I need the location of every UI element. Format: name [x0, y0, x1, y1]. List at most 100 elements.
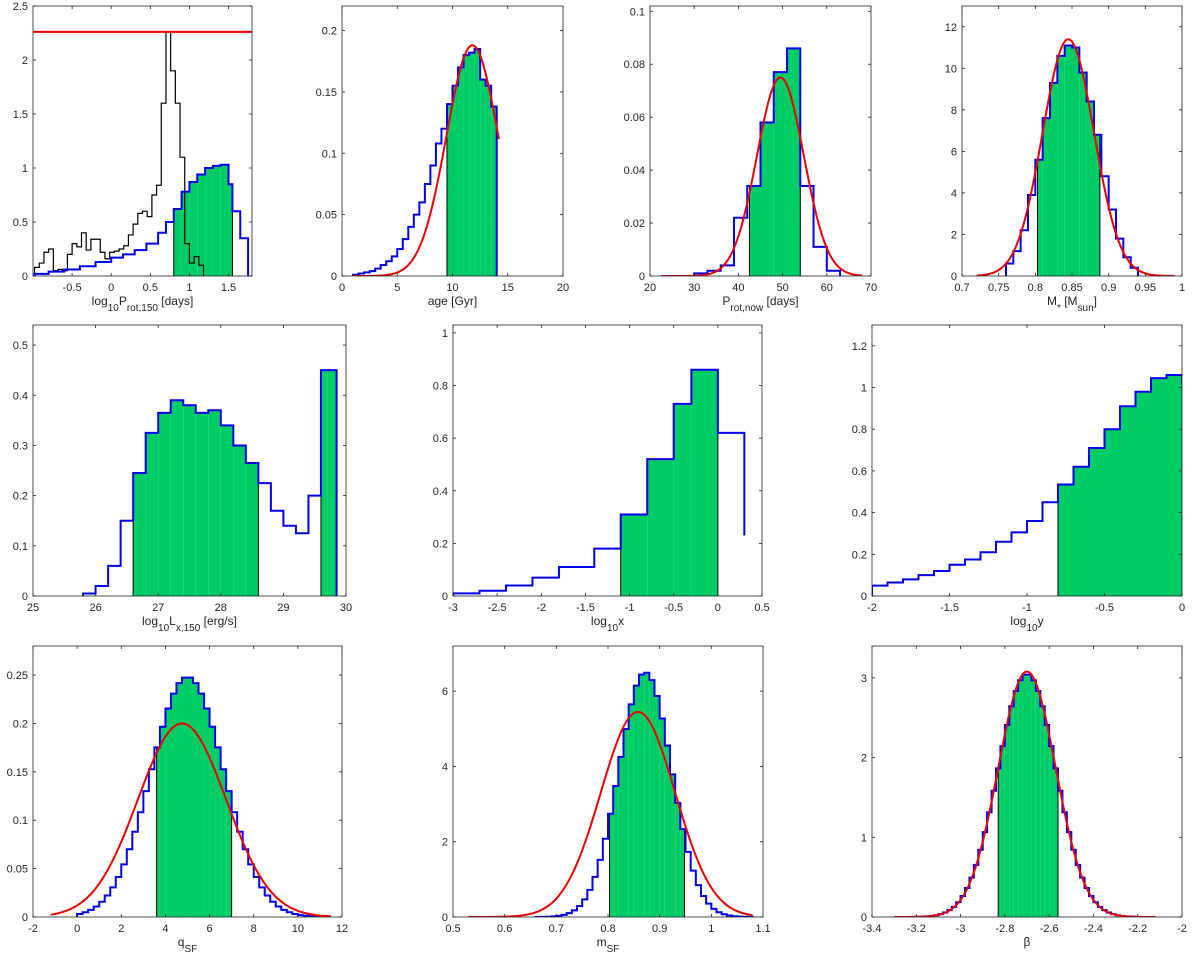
credible-interval-bar [1058, 484, 1074, 596]
x-tick-label: 0 [715, 602, 721, 614]
y-tick-label: 3 [861, 673, 867, 685]
y-tick-label: 0 [22, 912, 28, 924]
x-tick-label: 25 [27, 602, 39, 614]
x-tick-label: 20 [644, 282, 656, 294]
y-tick-label: 0.02 [624, 218, 645, 230]
y-tick-label: 6 [951, 146, 957, 158]
x-tick-label: 70 [865, 282, 877, 294]
y-tick-label: 0.2 [13, 491, 28, 503]
credible-interval-bar [675, 802, 681, 917]
credible-interval-bar [220, 164, 229, 276]
credible-interval-bar [212, 165, 221, 276]
axes-box [32, 5, 253, 277]
plot-area [33, 30, 252, 276]
credible-interval-bar [204, 708, 210, 917]
x-tick-label: 26 [89, 602, 101, 614]
y-tick-label: 0 [951, 271, 957, 283]
x-axis-label: M* [Msun] [1047, 294, 1097, 314]
y-tick-label: 0 [442, 591, 448, 603]
y-tick-label: 0.2 [852, 549, 867, 561]
credible-interval-bar [1031, 680, 1036, 917]
y-tick-label: 0 [861, 591, 867, 603]
credible-interval-bar [170, 400, 184, 596]
posterior-histogram [33, 163, 250, 276]
x-tick-label: 0.7 [954, 282, 969, 294]
x-tick-label: 6 [207, 923, 213, 935]
x-tick-label: 0 [339, 282, 345, 294]
credible-interval-bar [1072, 47, 1080, 276]
credible-interval-bar [998, 768, 1001, 917]
credible-interval-bar [1049, 746, 1054, 917]
credible-interval-bar [647, 459, 674, 596]
y-tick-label: 0.1 [322, 148, 337, 160]
credible-interval-bar [181, 677, 188, 917]
credible-interval-bar [226, 791, 232, 917]
gaussian-fit-line [50, 722, 332, 917]
credible-interval-bar [1042, 118, 1050, 276]
x-tick-label: -3.2 [907, 923, 926, 935]
credible-interval-bar [187, 677, 194, 917]
credible-interval-bar [659, 718, 665, 917]
credible-interval-bar [469, 52, 475, 276]
y-tick-label: 0.04 [624, 165, 645, 177]
credible-interval-bar [195, 412, 209, 596]
credible-interval-bar [649, 680, 655, 917]
x-tick-label: -2.2 [1128, 923, 1147, 935]
x-tick-label: 0 [108, 282, 114, 294]
y-tick-label: 0.4 [852, 508, 867, 520]
x-tick-label: 5 [394, 282, 400, 294]
y-tick-label: 1.5 [13, 109, 28, 121]
x-tick-label: -1.5 [940, 602, 959, 614]
y-tick-label: 0.05 [7, 864, 28, 876]
plot-area [872, 374, 1182, 596]
credible-interval-bar [145, 432, 159, 596]
credible-interval-bar [691, 369, 718, 596]
axes-box [452, 324, 763, 597]
y-tick-label: 0.8 [433, 381, 448, 393]
axes-box [649, 5, 872, 277]
x-tick-label: 28 [215, 602, 227, 614]
x-tick-label: 2 [118, 923, 124, 935]
subplot-p10: -3.4 -3.2 -3 -2.8 -2.6 -2.4 -2.2 -2 0 1 2 3 β [861, 645, 1187, 949]
y-tick-label: 4 [442, 761, 448, 773]
x-tick-label: -2 [28, 923, 38, 935]
x-tick-label: 27 [152, 602, 164, 614]
y-tick-label: 2 [951, 229, 957, 241]
credible-interval-bar [245, 463, 259, 596]
x-tick-label: 12 [336, 923, 348, 935]
x-tick-label: 0.7 [549, 923, 564, 935]
credible-interval-bar [1037, 159, 1043, 276]
credible-interval-bar [463, 55, 470, 276]
credible-interval-bar [1044, 725, 1050, 917]
x-axis-label: mSF [597, 935, 620, 953]
x-tick-label: 4 [162, 923, 168, 935]
x-tick-label: 0.95 [1135, 282, 1156, 294]
y-tick-label: 1 [22, 163, 28, 175]
y-tick-label: 0.6 [852, 466, 867, 478]
credible-interval-bar [320, 370, 328, 596]
credible-interval-bar [181, 191, 190, 276]
x-tick-label: 1.1 [755, 923, 770, 935]
x-tick-label: -0.5 [664, 602, 683, 614]
subplot-p2: 0 5 10 15 20 0 0.05 0.1 0.15 0.2 age [Gyr] [316, 5, 569, 308]
y-tick-label: 0.2 [433, 538, 448, 550]
y-tick-label: 1 [861, 383, 867, 395]
y-tick-label: 0.5 [13, 340, 28, 352]
credible-interval-bar [193, 683, 199, 917]
y-tick-label: 0.1 [13, 541, 28, 553]
x-tick-label: 40 [732, 282, 744, 294]
subplot-p7: -2 -1.5 -1 -0.5 0 0 0.2 0.4 0.6 0.8 1 1.2 log10y [852, 324, 1185, 634]
credible-interval-bar [623, 728, 629, 917]
x-tick-label: -2.5 [488, 602, 507, 614]
credible-interval-bar [1050, 82, 1058, 276]
x-tick-label: 0.9 [652, 923, 667, 935]
x-tick-label: 0.9 [1101, 282, 1116, 294]
y-tick-label: 0.25 [7, 670, 28, 682]
credible-interval-bar [1035, 690, 1041, 917]
prior-histogram [33, 31, 205, 276]
credible-interval-bar [183, 405, 196, 596]
y-tick-label: 0.6 [433, 433, 448, 445]
y-tick-label: 0.5 [13, 217, 28, 229]
credible-interval-bar [1094, 134, 1100, 276]
